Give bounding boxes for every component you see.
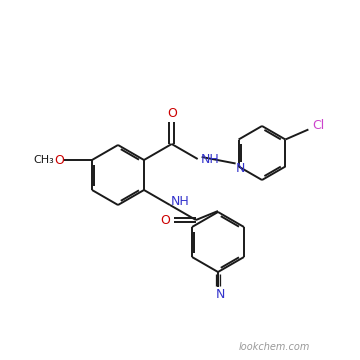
Text: O: O <box>160 213 170 226</box>
Text: CH₃: CH₃ <box>33 155 54 165</box>
Text: NH: NH <box>200 153 219 166</box>
Text: N: N <box>215 288 225 301</box>
Text: lookchem.com: lookchem.com <box>239 342 310 352</box>
Text: NH: NH <box>171 194 189 207</box>
Text: N: N <box>236 162 245 175</box>
Text: O: O <box>54 153 64 166</box>
Text: O: O <box>167 107 177 120</box>
Text: Cl: Cl <box>312 119 324 132</box>
